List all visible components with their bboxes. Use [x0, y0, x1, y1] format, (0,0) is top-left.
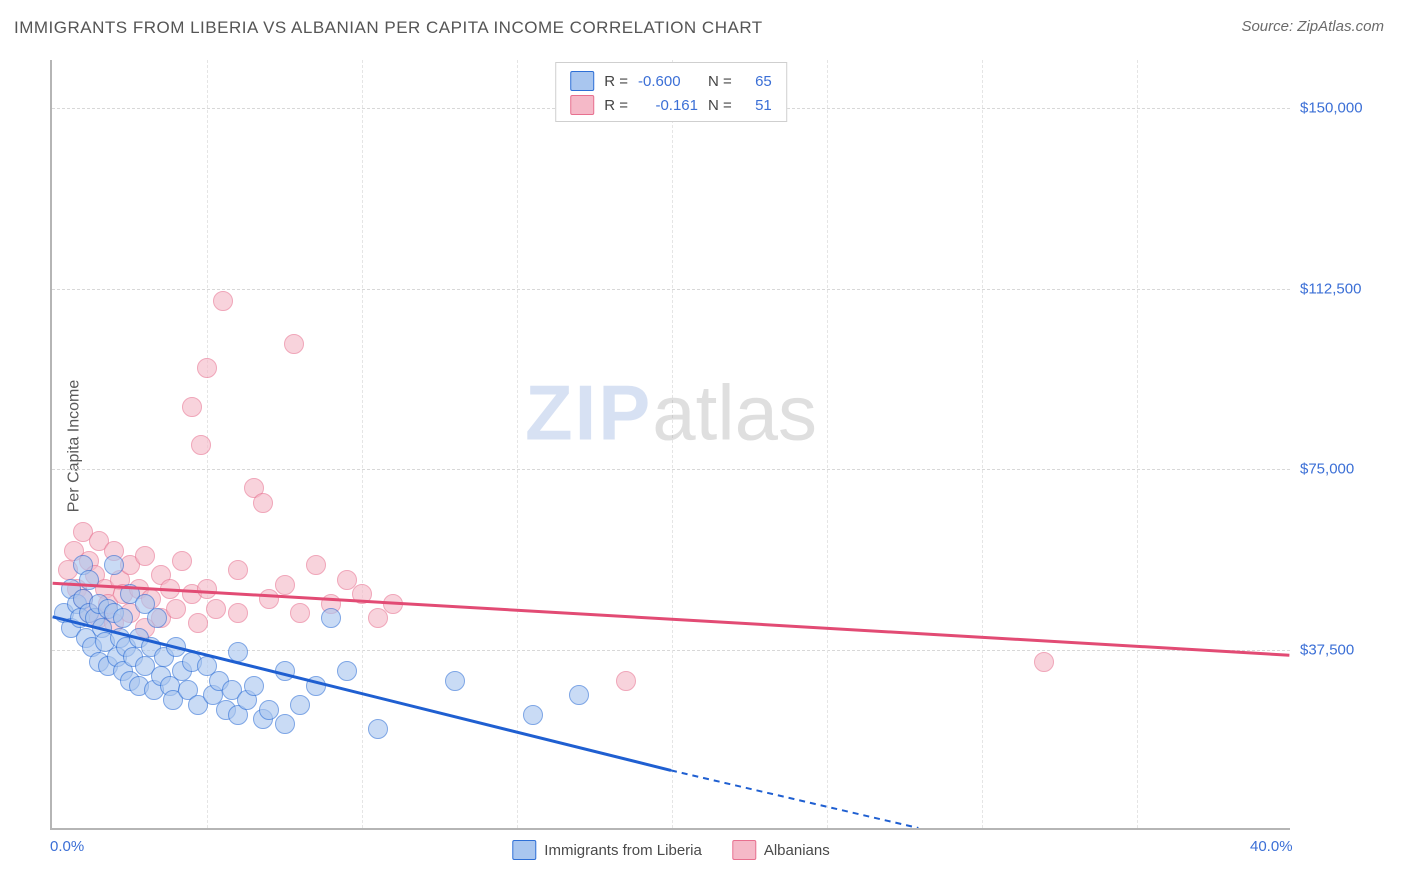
- scatter-point: [569, 685, 589, 705]
- ytick-label: $37,500: [1300, 641, 1354, 658]
- scatter-point: [352, 584, 372, 604]
- legend-label-1: Albanians: [764, 842, 830, 859]
- scatter-point: [206, 599, 226, 619]
- legend-item-1: Albanians: [732, 840, 830, 860]
- gridline-v: [362, 60, 363, 828]
- ytick-label: $112,500: [1300, 280, 1361, 297]
- gridline-h: [52, 469, 1290, 470]
- regression-line-extrapolated: [671, 770, 918, 828]
- scatter-point: [523, 705, 543, 725]
- scatter-point: [188, 613, 208, 633]
- scatter-point: [160, 579, 180, 599]
- scatter-point: [275, 714, 295, 734]
- scatter-point: [368, 719, 388, 739]
- legend-swatch-1: [732, 840, 756, 860]
- scatter-point: [135, 546, 155, 566]
- scatter-point: [290, 695, 310, 715]
- gridline-v: [1137, 60, 1138, 828]
- scatter-point: [172, 551, 192, 571]
- scatter-point: [79, 570, 99, 590]
- legend-swatch-0: [512, 840, 536, 860]
- watermark-atlas: atlas: [652, 369, 817, 457]
- stats-r-val-1: -0.161: [638, 97, 698, 114]
- series-legend: Immigrants from Liberia Albanians: [512, 840, 829, 860]
- scatter-point: [197, 358, 217, 378]
- scatter-point: [244, 676, 264, 696]
- scatter-point: [113, 608, 133, 628]
- gridline-v: [672, 60, 673, 828]
- chart-title: IMMIGRANTS FROM LIBERIA VS ALBANIAN PER …: [14, 18, 763, 38]
- scatter-point: [191, 435, 211, 455]
- gridline-v: [827, 60, 828, 828]
- plot-area: ZIPatlas R = -0.600 N = 65 R = -0.161 N …: [50, 60, 1290, 830]
- scatter-point: [213, 291, 233, 311]
- gridline-h: [52, 289, 1290, 290]
- scatter-point: [228, 560, 248, 580]
- scatter-point: [147, 608, 167, 628]
- scatter-point: [337, 661, 357, 681]
- scatter-point: [616, 671, 636, 691]
- scatter-point: [368, 608, 388, 628]
- scatter-point: [383, 594, 403, 614]
- scatter-point: [166, 599, 186, 619]
- stats-n-label: N =: [708, 73, 732, 90]
- ytick-label: $75,000: [1300, 461, 1354, 478]
- stats-swatch-1: [570, 95, 594, 115]
- ytick-label: $150,000: [1300, 100, 1363, 117]
- scatter-point: [197, 579, 217, 599]
- legend-item-0: Immigrants from Liberia: [512, 840, 702, 860]
- scatter-point: [321, 608, 341, 628]
- stats-row-1: R = -0.161 N = 51: [566, 93, 776, 117]
- scatter-point: [445, 671, 465, 691]
- stats-r-val-0: -0.600: [638, 73, 698, 90]
- scatter-point: [104, 555, 124, 575]
- scatter-point: [306, 555, 326, 575]
- gridline-v: [982, 60, 983, 828]
- scatter-point: [275, 661, 295, 681]
- source-attribution: Source: ZipAtlas.com: [1241, 18, 1384, 35]
- watermark: ZIPatlas: [525, 368, 817, 459]
- stats-n-label-1: N =: [708, 97, 732, 114]
- gridline-v: [517, 60, 518, 828]
- stats-legend: R = -0.600 N = 65 R = -0.161 N = 51: [555, 62, 787, 122]
- stats-r-label: R =: [604, 73, 628, 90]
- stats-n-val-0: 65: [742, 73, 772, 90]
- scatter-point: [284, 334, 304, 354]
- scatter-point: [228, 603, 248, 623]
- stats-row-0: R = -0.600 N = 65: [566, 69, 776, 93]
- xtick-label: 40.0%: [1250, 838, 1293, 855]
- scatter-point: [182, 397, 202, 417]
- stats-swatch-0: [570, 71, 594, 91]
- scatter-point: [306, 676, 326, 696]
- scatter-point: [259, 589, 279, 609]
- xtick-label: 0.0%: [50, 838, 84, 855]
- stats-r-label-1: R =: [604, 97, 628, 114]
- watermark-zip: ZIP: [525, 369, 652, 457]
- scatter-point: [290, 603, 310, 623]
- scatter-point: [253, 493, 273, 513]
- scatter-point: [1034, 652, 1054, 672]
- scatter-point: [228, 642, 248, 662]
- stats-n-val-1: 51: [742, 97, 772, 114]
- scatter-point: [275, 575, 295, 595]
- legend-label-0: Immigrants from Liberia: [544, 842, 702, 859]
